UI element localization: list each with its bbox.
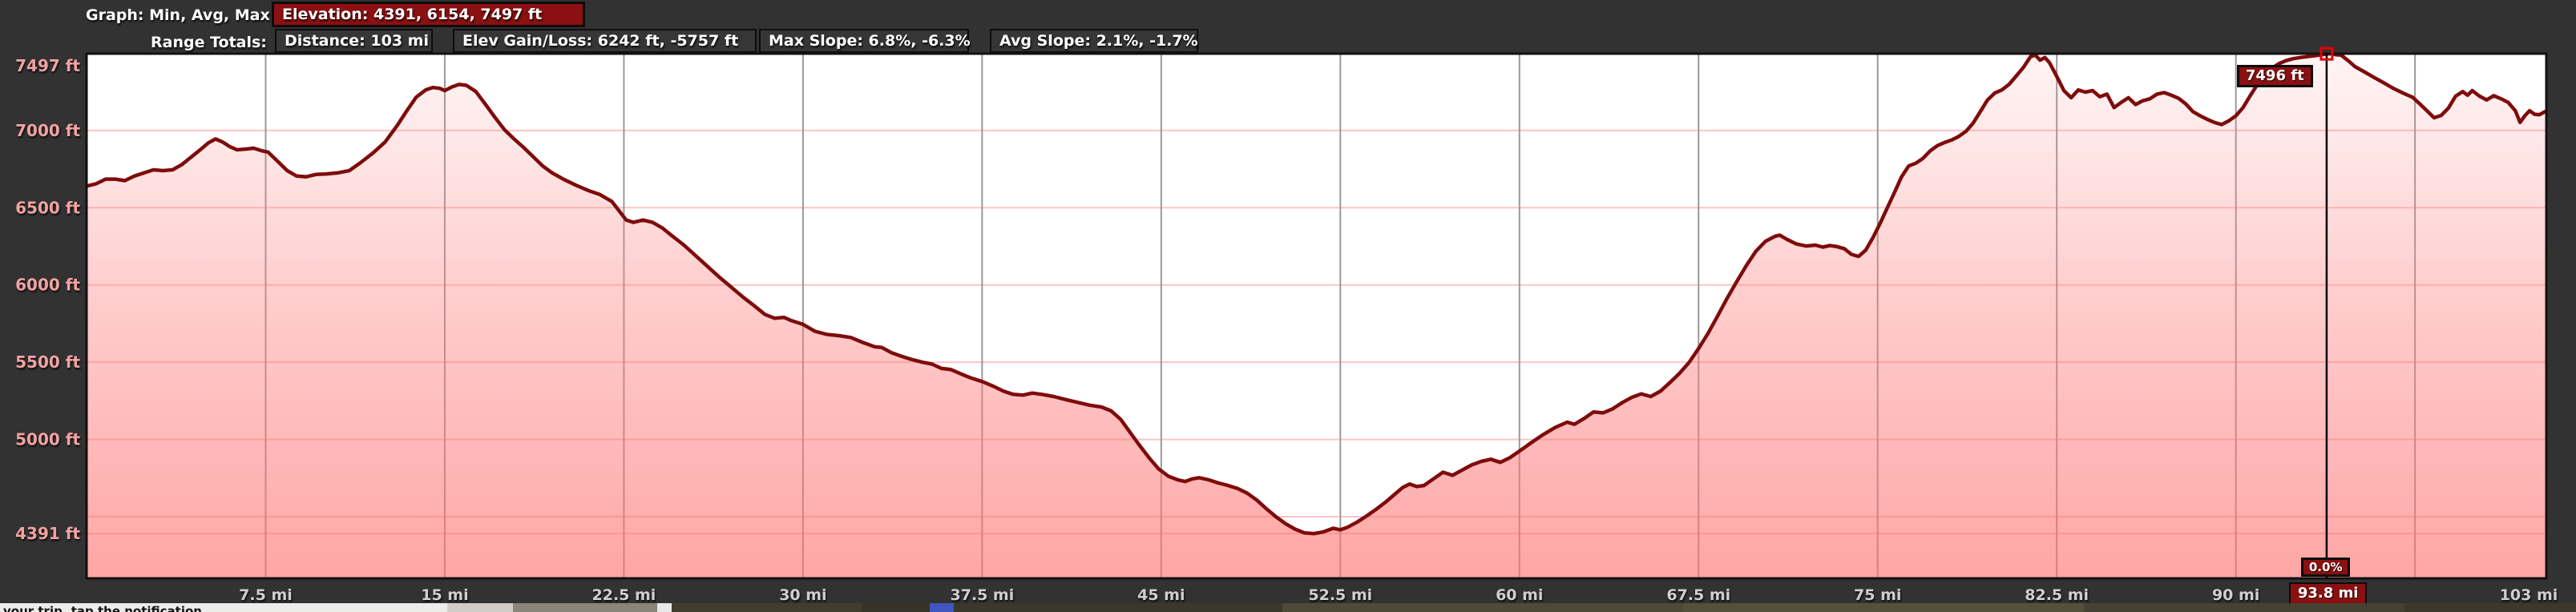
elevation-area (87, 54, 2546, 578)
strip-caption-block: your trip, tap the notification (0, 603, 447, 612)
photo-strip-segment (672, 603, 862, 612)
distance-total-box: Distance: 103 mi (275, 29, 433, 53)
x-axis-tick-label: 60 mi (1496, 586, 1543, 604)
y-axis-tick-label: 6000 ft (15, 276, 80, 295)
y-axis-tick-label: 7000 ft (15, 121, 80, 140)
x-axis-tick-label: 67.5 mi (1666, 586, 1730, 604)
avg-slope-box: Avg Slope: 2.1%, -1.7% (990, 29, 1198, 53)
x-axis-tick-label: 52.5 mi (1308, 586, 1372, 604)
range-totals-label: Range Totals: (151, 34, 267, 51)
cursor-position-axis-label: 93.8 mi (2288, 582, 2368, 605)
x-axis-tick-label: 30 mi (779, 586, 826, 604)
cursor-slope-tooltip: 0.0% (2300, 558, 2351, 577)
photo-strip[interactable]: your trip, tap the notification (0, 603, 2576, 612)
cursor-elevation-tooltip: 7496 ft (2236, 65, 2313, 87)
y-axis-tick-label: 6500 ft (15, 198, 80, 217)
max-slope-box: Max Slope: 6.8%, -6.3% (759, 29, 971, 53)
photo-strip-segment (954, 603, 1282, 612)
cursor-marker-icon (2320, 46, 2334, 61)
photo-strip-segment (1282, 603, 1683, 612)
elevation-curve (84, 51, 2549, 536)
max-slope-text: Max Slope: 6.8%, -6.3% (769, 32, 971, 50)
x-axis-tick-label: 103 mi (2500, 586, 2558, 604)
elevation-summary-text: Elevation: 4391, 6154, 7497 ft (282, 6, 543, 23)
plot-border (85, 52, 2548, 580)
elev-gain-loss-text: Elev Gain/Loss: 6242 ft, -5757 ft (462, 32, 739, 50)
y-axis-tick-label: 7497 ft (15, 56, 80, 75)
x-axis-tick-label: 45 mi (1137, 586, 1185, 604)
x-axis-tick-label: 37.5 mi (950, 586, 1014, 604)
graph-metrics-label: Graph: Min, Avg, Max (86, 6, 270, 24)
x-axis-tick-label: 7.5 mi (239, 586, 293, 604)
photo-strip-segment (657, 603, 672, 612)
y-axis-tick-label: 5500 ft (15, 352, 80, 372)
distance-total-text: Distance: 103 mi (285, 32, 429, 50)
avg-slope-text: Avg Slope: 2.1%, -1.7% (999, 32, 1198, 50)
photo-strip-segment (2084, 603, 2404, 612)
x-axis-tick-label: 90 mi (2212, 586, 2259, 604)
photo-strip-segment (862, 603, 930, 612)
photo-strip-segment (447, 603, 513, 612)
x-axis-tick-label: 75 mi (1854, 586, 1901, 604)
photo-strip-segment (2404, 603, 2576, 612)
x-axis-tick-label: 22.5 mi (592, 586, 656, 604)
elevation-summary-box[interactable]: Elevation: 4391, 6154, 7497 ft (272, 2, 585, 27)
photo-strip-segment (930, 603, 954, 612)
photo-strip-segment (1683, 603, 2084, 612)
y-axis-tick-label: 4391 ft (15, 524, 80, 543)
elev-gain-loss-box: Elev Gain/Loss: 6242 ft, -5757 ft (453, 29, 757, 53)
x-axis-tick-label: 15 mi (421, 586, 468, 604)
strip-caption-text: your trip, tap the notification (3, 604, 202, 612)
photo-strip-segment (513, 603, 657, 612)
y-axis-tick-label: 5000 ft (15, 430, 80, 449)
x-axis-tick-label: 82.5 mi (2025, 586, 2089, 604)
